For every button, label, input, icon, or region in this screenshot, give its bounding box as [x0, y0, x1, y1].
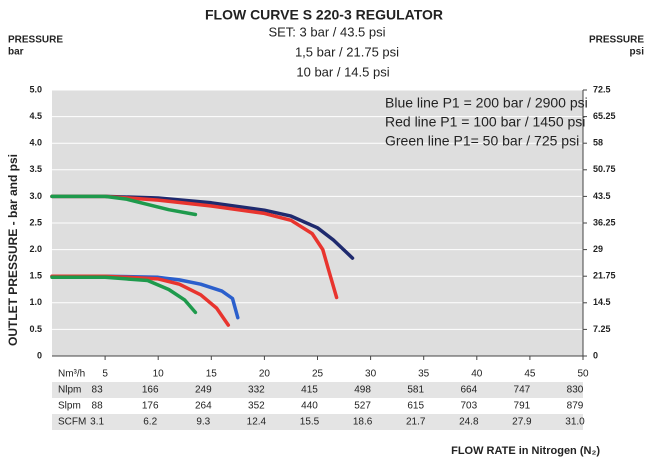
table-cell: 3.1: [90, 417, 104, 428]
table-row-label: Slpm: [58, 401, 81, 412]
table-cell: 352: [248, 401, 265, 412]
y-tick-label: 3.0: [29, 191, 42, 201]
table-cell: 879: [567, 401, 584, 412]
x-tick-label: 10: [153, 369, 165, 380]
x-axis-title: FLOW RATE in Nitrogen (N₂): [451, 445, 600, 457]
table-cell: 415: [301, 385, 318, 396]
y-tick-label: 3.5: [29, 164, 42, 174]
y-tick-label: 1.5: [29, 271, 42, 281]
table-cell: 24.8: [459, 417, 479, 428]
legend-entry: Red line P1 = 100 bar / 1450 psi: [385, 114, 585, 130]
table-cell: 332: [248, 385, 265, 396]
x-tick-label: 20: [259, 369, 271, 380]
table-cell: 27.9: [512, 417, 532, 428]
chart-title: FLOW CURVE S 220-3 REGULATOR: [205, 7, 443, 23]
y2-tick-label: 72.5: [593, 84, 611, 94]
table-cell: 581: [407, 385, 424, 396]
y2-tick-label: 0: [593, 350, 598, 360]
y2-tick-label: 36.25: [593, 217, 616, 227]
x-tick-label: 25: [312, 369, 324, 380]
table-cell: 166: [142, 385, 159, 396]
subtitle: SET: 3 bar / 43.5 psi: [268, 24, 385, 39]
y2-tick-label: 7.25: [593, 324, 611, 334]
subtitle: 1,5 bar / 21.75 psi: [295, 44, 399, 59]
y-axis-title: OUTLET PRESSURE - bar and psi: [6, 154, 20, 346]
x-tick-label: 30: [365, 369, 377, 380]
x-tick-label: 15: [206, 369, 218, 380]
table-row-bg: [52, 382, 583, 398]
table-cell: 6.2: [143, 417, 157, 428]
table-cell: 21.7: [406, 417, 426, 428]
y2-tick-label: 14.5: [593, 297, 611, 307]
table-cell: 18.6: [353, 417, 373, 428]
y-tick-label: 0.5: [29, 324, 42, 334]
subtitle: 10 bar / 14.5 psi: [296, 64, 389, 79]
table-cell: 664: [460, 385, 477, 396]
table-cell: 830: [567, 385, 584, 396]
y2-tick-label: 65.25: [593, 111, 616, 121]
table-cell: 176: [142, 401, 159, 412]
table-row-label: Nlpm: [58, 385, 81, 396]
y-tick-label: 1.0: [29, 297, 42, 307]
table-cell: 703: [460, 401, 477, 412]
legend-entry: Blue line P1 = 200 bar / 2900 psi: [385, 95, 588, 111]
x-tick-label: 5: [102, 369, 108, 380]
series-line: [50, 275, 198, 315]
left-axis-label: PRESSURE: [8, 35, 63, 46]
x-tick-label: 50: [577, 369, 589, 380]
table-cell: 264: [195, 401, 212, 412]
x-tick-label: 45: [524, 369, 536, 380]
y2-tick-label: 50.75: [593, 164, 616, 174]
table-cell: 9.3: [196, 417, 210, 428]
table-cell: 249: [195, 385, 212, 396]
y-tick-label: 0: [37, 350, 42, 360]
y2-tick-label: 29: [593, 244, 603, 254]
left-axis-unit: bar: [8, 47, 24, 58]
y-tick-label: 4.5: [29, 111, 42, 121]
right-axis-unit: psi: [630, 47, 645, 58]
table-cell: 615: [407, 401, 424, 412]
table-cell: 498: [354, 385, 371, 396]
table-header: Nm³/h: [58, 369, 85, 380]
table-cell: 31.0: [565, 417, 585, 428]
series-line: [50, 194, 339, 300]
table-cell: 440: [301, 401, 318, 412]
table-row-bg: [52, 414, 583, 430]
table-row-label: SCFM: [58, 417, 86, 428]
y2-tick-label: 43.5: [593, 191, 611, 201]
table-cell: 747: [514, 385, 531, 396]
y2-tick-label: 21.75: [593, 271, 616, 281]
legend-entry: Green line P1= 50 bar / 725 psi: [385, 133, 579, 149]
right-axis-label: PRESSURE: [589, 35, 644, 46]
table-cell: 791: [514, 401, 531, 412]
y-tick-label: 2.0: [29, 244, 42, 254]
y-tick-label: 4.0: [29, 138, 42, 148]
x-tick-label: 40: [471, 369, 483, 380]
y-tick-label: 2.5: [29, 217, 42, 227]
x-tick-label: 35: [418, 369, 430, 380]
y-tick-label: 5.0: [29, 84, 42, 94]
table-cell: 15.5: [300, 417, 320, 428]
series-line: [50, 194, 198, 217]
table-cell: 527: [354, 401, 371, 412]
table-cell: 83: [92, 385, 104, 396]
y2-tick-label: 58: [593, 138, 603, 148]
table-cell: 12.4: [247, 417, 267, 428]
table-cell: 88: [92, 401, 104, 412]
